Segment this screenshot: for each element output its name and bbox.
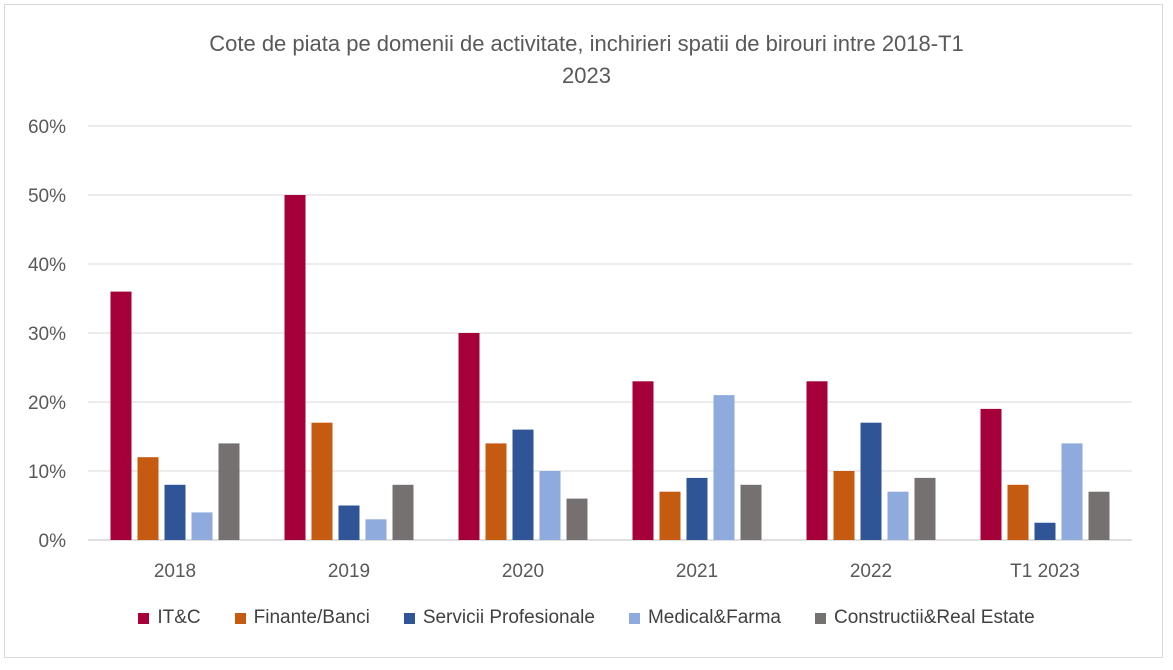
bar [392,484,414,540]
bar [191,512,213,540]
x-tick-label: 2018 [154,561,196,582]
legend-swatch [403,612,415,624]
bar [110,291,132,540]
legend-item: Servicii Profesionale [403,607,595,629]
chart-title: Cote de piata pe domenii de activitate, … [0,28,1173,92]
bar [806,381,828,540]
x-tick-label: 2021 [676,561,718,582]
legend: IT&C Finante/Banci Servicii Profesionale Me… [0,607,1173,629]
bar [860,422,882,540]
legend-swatch [815,612,826,624]
bar [1088,491,1110,540]
legend-item: Constructii&Real Estate [815,607,1035,629]
y-tick-label: 60% [28,117,66,138]
bar [887,491,909,540]
bar [218,443,240,540]
bar [284,195,306,540]
bar [1034,522,1056,540]
bar [338,505,360,540]
bar [833,471,855,540]
bar [458,333,480,540]
legend-label: Constructii&Real Estate [834,607,1035,628]
chart-title-line-1: Cote de piata pe domenii de activitate, … [209,31,964,56]
bar [137,457,159,540]
legend-swatch [138,612,150,624]
legend-swatch [234,612,246,624]
bar [365,519,387,540]
legend-label: IT&C [157,607,201,628]
chart-area [4,4,1163,658]
y-tick-label: 20% [28,393,66,414]
bar [539,471,561,540]
bar [686,477,708,540]
y-tick-label: 40% [28,255,66,276]
bar [713,395,735,540]
bar [164,484,186,540]
bar [632,381,654,540]
bar [566,498,588,540]
y-tick-label: 30% [28,324,66,345]
plot-area: 0% 10% 20% 30% 40% 50% 60% 2018 2019 2020 2021 2022… [28,117,1132,582]
x-tick-label: 2019 [328,561,370,582]
y-tick-label: 50% [28,186,66,207]
bar [1061,443,1083,540]
bar [311,422,333,540]
legend-label: Servicii Profesionale [422,607,595,628]
chart-title-line-2: 2023 [562,63,611,88]
y-tick-label: 0% [39,531,67,552]
bar [512,429,534,540]
legend-swatch [628,612,640,624]
bar [980,408,1002,540]
bar [1007,484,1029,540]
bar [740,484,762,540]
legend-item: Finante/Banci [234,607,370,629]
x-tick-label: T1 2023 [1010,561,1080,582]
bar [914,477,936,540]
x-tick-label: 2020 [502,561,544,582]
legend-item: Medical&Farma [628,607,781,629]
bar [485,443,507,540]
bar [659,491,681,540]
y-tick-label: 10% [28,462,66,483]
legend-label: Finante/Banci [253,607,370,628]
x-tick-label: 2022 [850,561,892,582]
legend-item: IT&C [138,607,201,629]
legend-label: Medical&Farma [647,607,781,628]
